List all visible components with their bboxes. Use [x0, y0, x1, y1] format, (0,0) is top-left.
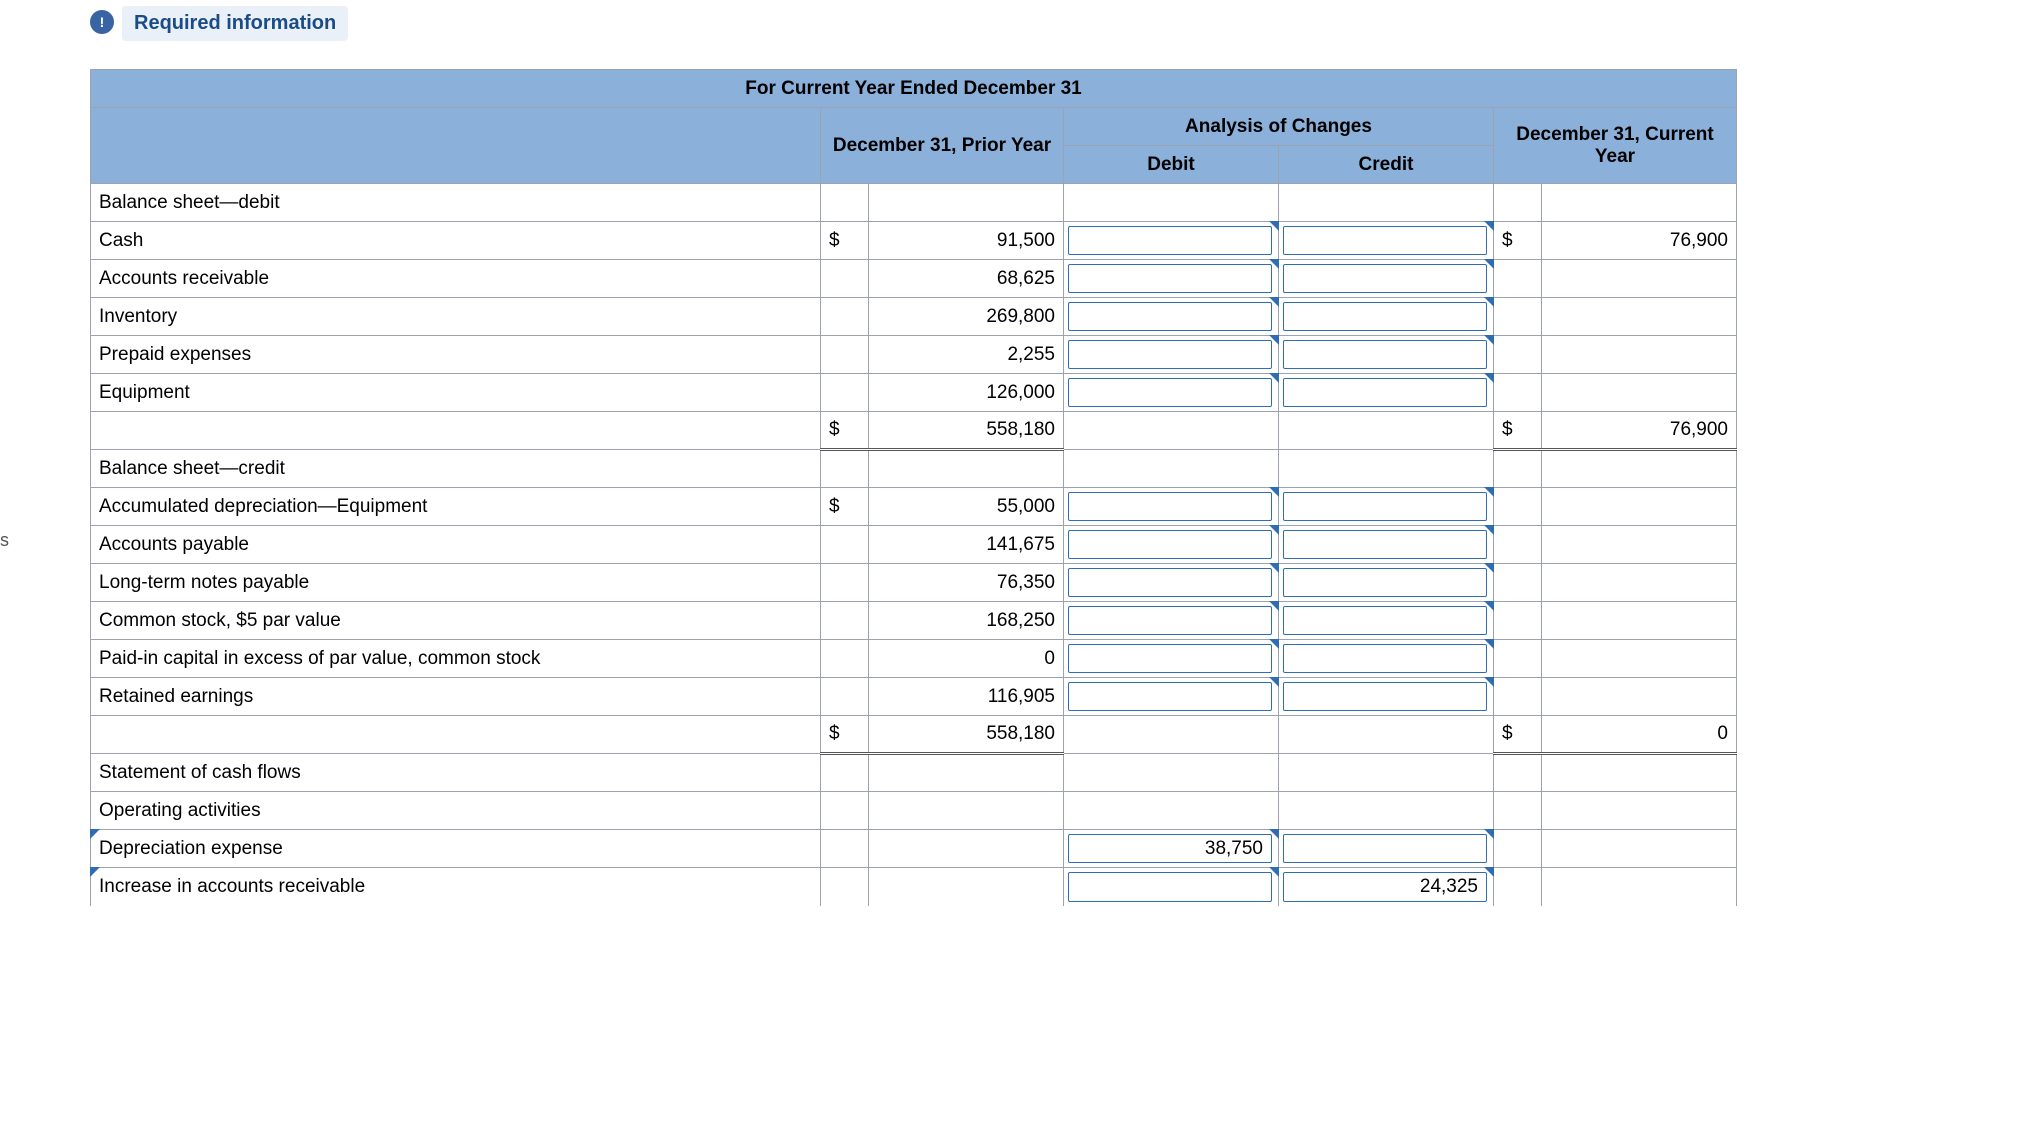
label-incar[interactable]: Increase in accounts receivable	[91, 868, 821, 906]
label-re: Retained earnings	[91, 678, 821, 716]
row-equip: Equipment 126,000	[91, 374, 1737, 412]
header-blank	[91, 108, 821, 184]
prior-credit-total: 558,180	[869, 716, 1064, 754]
debit-re[interactable]	[1064, 678, 1279, 716]
row-re: Retained earnings 116,905	[91, 678, 1737, 716]
credit-depexp[interactable]	[1279, 830, 1494, 868]
section-scf: Statement of cash flows	[91, 754, 821, 792]
debit-depexp[interactable]: 38,750	[1064, 830, 1279, 868]
sym-debit-total: $	[821, 412, 869, 450]
credit-accdep[interactable]	[1279, 488, 1494, 526]
credit-cs[interactable]	[1279, 602, 1494, 640]
prior-accdep: 55,000	[869, 488, 1064, 526]
label-pic: Paid-in capital in excess of par value, …	[91, 640, 821, 678]
credit-ap[interactable]	[1279, 526, 1494, 564]
credit-cash[interactable]	[1279, 222, 1494, 260]
row-debit-total: $ 558,180 $ 76,900	[91, 412, 1737, 450]
credit-equip[interactable]	[1279, 374, 1494, 412]
cur-credit-total: 0	[1542, 716, 1737, 754]
sym-accdep: $	[821, 488, 869, 526]
label-equip: Equipment	[91, 374, 821, 412]
prior-ar: 68,625	[869, 260, 1064, 298]
required-info-header: ! Required information	[90, 6, 348, 41]
header-debit: Debit	[1064, 146, 1279, 184]
section-bs-debit: Balance sheet—debit	[91, 184, 821, 222]
header-credit: Credit	[1279, 146, 1494, 184]
debit-incar[interactable]	[1064, 868, 1279, 906]
label-accdep: Accumulated depreciation—Equipment	[91, 488, 821, 526]
cursym-cash: $	[1494, 222, 1542, 260]
debit-ltnp[interactable]	[1064, 564, 1279, 602]
sym-cash: $	[821, 222, 869, 260]
header-analysis: Analysis of Changes	[1064, 108, 1494, 146]
sym-credit-total: $	[821, 716, 869, 754]
debit-accdep[interactable]	[1064, 488, 1279, 526]
table-title: For Current Year Ended December 31	[91, 70, 1737, 108]
cursym-debit-total: $	[1494, 412, 1542, 450]
label-ar: Accounts receivable	[91, 260, 821, 298]
prior-inv: 269,800	[869, 298, 1064, 336]
spreadsheet-table: For Current Year Ended December 31 Decem…	[90, 69, 1737, 906]
row-accdep: Accumulated depreciation—Equipment $ 55,…	[91, 488, 1737, 526]
debit-prepaid[interactable]	[1064, 336, 1279, 374]
prior-debit-total: 558,180	[869, 412, 1064, 450]
credit-ar[interactable]	[1279, 260, 1494, 298]
info-icon: !	[90, 10, 114, 34]
debit-pic[interactable]	[1064, 640, 1279, 678]
prior-ltnp: 76,350	[869, 564, 1064, 602]
header-current: December 31, Current Year	[1494, 108, 1737, 184]
label-depexp[interactable]: Depreciation expense	[91, 830, 821, 868]
row-pic: Paid-in capital in excess of par value, …	[91, 640, 1737, 678]
credit-re[interactable]	[1279, 678, 1494, 716]
row-ap: Accounts payable 141,675	[91, 526, 1737, 564]
prior-cash: 91,500	[869, 222, 1064, 260]
header-prior: December 31, Prior Year	[821, 108, 1064, 184]
credit-pic[interactable]	[1279, 640, 1494, 678]
debit-ar[interactable]	[1064, 260, 1279, 298]
cursym-credit-total: $	[1494, 716, 1542, 754]
prior-prepaid: 2,255	[869, 336, 1064, 374]
row-prepaid: Prepaid expenses 2,255	[91, 336, 1737, 374]
prior-re: 116,905	[869, 678, 1064, 716]
row-ltnp: Long-term notes payable 76,350	[91, 564, 1737, 602]
row-inv: Inventory 269,800	[91, 298, 1737, 336]
label-cs: Common stock, $5 par value	[91, 602, 821, 640]
row-incar: Increase in accounts receivable 24,325	[91, 868, 1737, 906]
prior-pic: 0	[869, 640, 1064, 678]
credit-incar[interactable]: 24,325	[1279, 868, 1494, 906]
row-depexp: Depreciation expense 38,750	[91, 830, 1737, 868]
credit-ltnp[interactable]	[1279, 564, 1494, 602]
row-ar: Accounts receivable 68,625	[91, 260, 1737, 298]
label-cash: Cash	[91, 222, 821, 260]
side-label: s	[0, 530, 9, 551]
row-cs: Common stock, $5 par value 168,250	[91, 602, 1737, 640]
label-prepaid: Prepaid expenses	[91, 336, 821, 374]
debit-cs[interactable]	[1064, 602, 1279, 640]
section-bs-credit: Balance sheet—credit	[91, 450, 821, 488]
prior-cs: 168,250	[869, 602, 1064, 640]
debit-ap[interactable]	[1064, 526, 1279, 564]
credit-inv[interactable]	[1279, 298, 1494, 336]
row-credit-total: $ 558,180 $ 0	[91, 716, 1737, 754]
credit-prepaid[interactable]	[1279, 336, 1494, 374]
prior-ap: 141,675	[869, 526, 1064, 564]
section-op: Operating activities	[91, 792, 821, 830]
label-ltnp: Long-term notes payable	[91, 564, 821, 602]
required-info-label: Required information	[122, 6, 348, 41]
label-ap: Accounts payable	[91, 526, 821, 564]
label-inv: Inventory	[91, 298, 821, 336]
debit-inv[interactable]	[1064, 298, 1279, 336]
debit-cash[interactable]	[1064, 222, 1279, 260]
debit-equip[interactable]	[1064, 374, 1279, 412]
cur-debit-total: 76,900	[1542, 412, 1737, 450]
prior-equip: 126,000	[869, 374, 1064, 412]
row-cash: Cash $ 91,500 $ 76,900	[91, 222, 1737, 260]
cur-cash: 76,900	[1542, 222, 1737, 260]
